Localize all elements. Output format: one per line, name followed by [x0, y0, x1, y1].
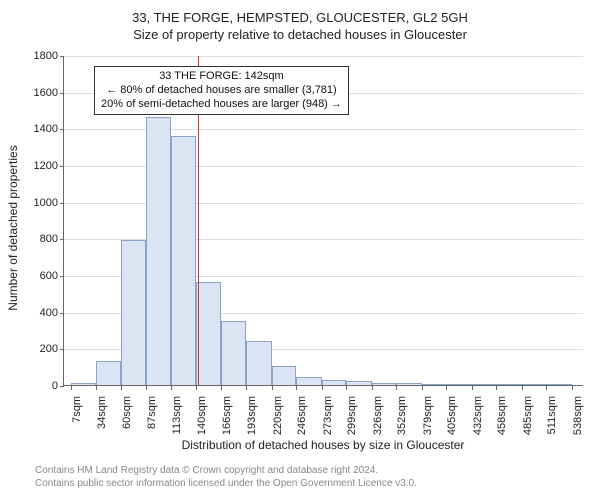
xtick-mark	[71, 386, 72, 390]
histogram-bar	[296, 377, 321, 385]
xtick-mark	[572, 386, 573, 390]
xtick-label: 299sqm	[346, 392, 358, 435]
xtick-label: 7sqm	[71, 392, 83, 423]
histogram-bar	[196, 282, 221, 385]
xtick-label: 432sqm	[472, 392, 484, 435]
xtick-mark	[196, 386, 197, 390]
xtick-mark	[346, 386, 347, 390]
chart-title-line1: 33, THE FORGE, HEMPSTED, GLOUCESTER, GL2…	[0, 10, 600, 27]
xtick-mark	[96, 386, 97, 390]
histogram-bar	[221, 321, 246, 385]
xtick-label: 140sqm	[196, 392, 208, 435]
xtick-mark	[146, 386, 147, 390]
ytick-label: 1600	[34, 87, 64, 99]
xtick-mark	[296, 386, 297, 390]
xtick-label: 193sqm	[246, 392, 258, 435]
histogram-bar	[272, 366, 297, 385]
xtick-label: 458sqm	[496, 392, 508, 435]
annotation-line: ← 80% of detached houses are smaller (3,…	[101, 84, 342, 98]
chart-title-line2: Size of property relative to detached ho…	[0, 27, 600, 44]
histogram-bar	[346, 381, 371, 385]
xtick-label: 220sqm	[272, 392, 284, 435]
xtick-label: 352sqm	[396, 392, 408, 435]
histogram-bar	[396, 383, 421, 385]
xtick-label: 379sqm	[422, 392, 434, 435]
x-axis-label: Distribution of detached houses by size …	[63, 438, 583, 452]
histogram-bar	[96, 361, 121, 385]
histogram-bar	[372, 383, 397, 385]
gridline	[64, 166, 583, 167]
xtick-label: 511sqm	[546, 392, 558, 434]
ytick-label: 400	[40, 307, 64, 319]
histogram-bar	[422, 384, 447, 385]
xtick-mark	[272, 386, 273, 390]
xtick-mark	[322, 386, 323, 390]
plot-area: 0200400600800100012001400160018007sqm34s…	[63, 56, 583, 386]
xtick-mark	[546, 386, 547, 390]
ytick-label: 1400	[34, 123, 64, 135]
histogram-bar	[472, 384, 497, 385]
property-size-chart: 33, THE FORGE, HEMPSTED, GLOUCESTER, GL2…	[0, 10, 600, 44]
xtick-label: 485sqm	[522, 392, 534, 435]
xtick-mark	[221, 386, 222, 390]
xtick-label: 87sqm	[146, 392, 158, 429]
xtick-mark	[246, 386, 247, 390]
xtick-mark	[396, 386, 397, 390]
y-axis-label: Number of detached properties	[6, 63, 20, 393]
attribution-line1: Contains HM Land Registry data © Crown c…	[35, 465, 417, 478]
ytick-label: 800	[40, 233, 64, 245]
xtick-mark	[121, 386, 122, 390]
attribution-text: Contains HM Land Registry data © Crown c…	[35, 465, 417, 490]
annotation-box: 33 THE FORGE: 142sqm← 80% of detached ho…	[94, 66, 349, 115]
gridline	[64, 129, 583, 130]
histogram-bar	[322, 380, 347, 386]
xtick-label: 34sqm	[96, 392, 108, 429]
histogram-bar	[71, 383, 96, 385]
attribution-line2: Contains public sector information licen…	[35, 478, 417, 491]
annotation-line: 33 THE FORGE: 142sqm	[101, 70, 342, 84]
xtick-mark	[496, 386, 497, 390]
ytick-label: 600	[40, 270, 64, 282]
ytick-label: 0	[52, 380, 64, 392]
histogram-bar	[546, 384, 571, 385]
gridline	[64, 203, 583, 204]
ytick-label: 1000	[34, 197, 64, 209]
ytick-label: 1200	[34, 160, 64, 172]
gridline	[64, 56, 583, 57]
histogram-bar	[146, 117, 171, 385]
histogram-bar	[522, 384, 547, 385]
xtick-label: 538sqm	[572, 392, 584, 435]
histogram-bar	[246, 341, 271, 385]
xtick-label: 166sqm	[221, 392, 233, 435]
xtick-label: 405sqm	[446, 392, 458, 435]
histogram-bar	[171, 136, 196, 385]
xtick-mark	[171, 386, 172, 390]
ytick-label: 1800	[34, 50, 64, 62]
xtick-label: 246sqm	[296, 392, 308, 435]
xtick-mark	[522, 386, 523, 390]
xtick-label: 326sqm	[372, 392, 384, 435]
xtick-mark	[372, 386, 373, 390]
histogram-bar	[496, 384, 521, 385]
histogram-bar	[446, 384, 471, 385]
histogram-bar	[121, 240, 146, 385]
annotation-line: 20% of semi-detached houses are larger (…	[101, 98, 342, 112]
xtick-mark	[472, 386, 473, 390]
xtick-label: 273sqm	[322, 392, 334, 435]
xtick-label: 60sqm	[121, 392, 133, 429]
xtick-label: 113sqm	[171, 392, 183, 434]
ytick-label: 200	[40, 343, 64, 355]
xtick-mark	[446, 386, 447, 390]
xtick-mark	[422, 386, 423, 390]
